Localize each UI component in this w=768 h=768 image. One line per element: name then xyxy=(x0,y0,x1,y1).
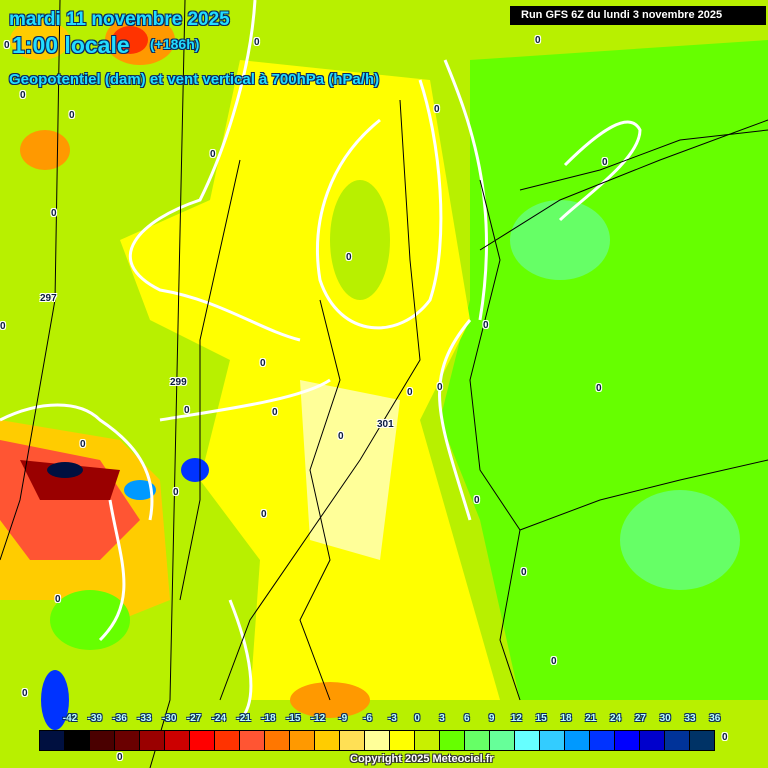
legend-tick: 21 xyxy=(585,713,597,724)
legend-swatch xyxy=(464,730,490,751)
legend-tick: 0 xyxy=(414,713,420,724)
legend-swatch xyxy=(39,730,65,751)
legend-swatch xyxy=(264,730,290,751)
legend-tick: -18 xyxy=(261,713,276,724)
contour-label: 0 xyxy=(51,208,57,219)
legend-tick: 24 xyxy=(610,713,622,724)
contour-label: 0 xyxy=(474,495,480,506)
legend-swatch xyxy=(339,730,365,751)
contour-label: 0 xyxy=(22,688,28,699)
contour-label: 0 xyxy=(596,383,602,394)
legend-swatch xyxy=(439,730,465,751)
legend-tick: -21 xyxy=(236,713,251,724)
legend-swatch xyxy=(89,730,115,751)
legend-tick: -24 xyxy=(211,713,227,724)
contour-label: 0 xyxy=(184,405,190,416)
legend-tick: -33 xyxy=(137,713,152,724)
legend-swatch xyxy=(614,730,640,751)
legend-swatch xyxy=(289,730,315,751)
contour-label: 299 xyxy=(170,377,187,388)
contour-label: 0 xyxy=(173,487,179,498)
legend-swatch xyxy=(139,730,165,751)
legend-tick: -3 xyxy=(387,713,397,724)
lead-time: (+186h) xyxy=(150,36,200,52)
contour-label: 0 xyxy=(338,431,344,442)
legend-swatch xyxy=(164,730,190,751)
legend-tick: 9 xyxy=(488,713,495,724)
legend-tick: -39 xyxy=(87,713,103,724)
contour-label: 0 xyxy=(551,656,557,667)
run-info-banner: Run GFS 6Z du lundi 3 novembre 2025 xyxy=(510,6,766,25)
legend-tick: 36 xyxy=(709,713,721,724)
copyright: Copyright 2025 Meteociel.fr xyxy=(350,753,494,765)
legend-swatch xyxy=(389,730,415,751)
legend-tick: 3 xyxy=(439,713,445,724)
legend-swatch xyxy=(539,730,565,751)
legend-tick: 15 xyxy=(535,713,547,724)
legend-tick: 6 xyxy=(464,713,470,724)
legend-swatch xyxy=(214,730,240,751)
legend-swatch xyxy=(314,730,340,751)
legend-swatch xyxy=(189,730,215,751)
legend-end-label: 0 xyxy=(722,732,728,743)
forecast-time: 1:00 locale xyxy=(12,32,130,58)
contour-label: 0 xyxy=(434,104,440,115)
legend-swatch xyxy=(564,730,590,751)
forecast-date: mardi 11 novembre 2025 xyxy=(9,9,230,30)
legend-swatch xyxy=(239,730,265,751)
contour-label: 0 xyxy=(602,157,608,168)
contour-label: 0 xyxy=(261,509,267,520)
contour-label: 0 xyxy=(117,752,123,763)
legend-tick: 18 xyxy=(560,713,572,724)
legend-tick-labels: -42 -39 -36 -33 -30 -27 -24 -21 -18 -15 -12 -9 -6 -3 0… xyxy=(0,713,768,727)
legend-swatch xyxy=(489,730,515,751)
legend-tick: 33 xyxy=(684,713,696,724)
legend-swatch xyxy=(639,730,665,751)
contour-label: 301 xyxy=(377,419,394,430)
legend-tick: -9 xyxy=(338,713,348,724)
contour-label: 0 xyxy=(55,594,61,605)
legend-swatch xyxy=(364,730,390,751)
legend-swatch xyxy=(414,730,440,751)
legend-swatch xyxy=(514,730,540,751)
legend-tick: 30 xyxy=(659,713,671,724)
contour-label: 0 xyxy=(483,320,489,331)
legend-tick: -6 xyxy=(363,713,373,724)
contour-label: 0 xyxy=(260,358,266,369)
contour-label: 297 xyxy=(40,293,57,304)
color-legend xyxy=(39,730,715,751)
legend-tick: -15 xyxy=(285,713,301,724)
contour-label: 0 xyxy=(4,40,10,51)
legend-swatch xyxy=(664,730,690,751)
legend-tick: 12 xyxy=(510,713,522,724)
legend-tick: -42 xyxy=(62,713,78,724)
contour-label: 0 xyxy=(407,387,413,398)
contour-label: 0 xyxy=(521,567,527,578)
legend-swatch xyxy=(689,730,715,751)
contour-label: 0 xyxy=(272,407,278,418)
contour-label: 0 xyxy=(69,110,75,121)
legend-tick: 27 xyxy=(634,713,646,724)
legend-swatch xyxy=(64,730,90,751)
contour-label: 0 xyxy=(535,35,541,46)
contour-label: 0 xyxy=(437,382,443,393)
contour-label: 0 xyxy=(20,90,26,101)
contour-label: 0 xyxy=(346,252,352,263)
contour-label: 0 xyxy=(0,321,6,332)
legend-tick: -12 xyxy=(310,713,326,724)
legend-tick: -27 xyxy=(186,713,202,724)
legend-tick: -30 xyxy=(161,713,177,724)
contour-label: 0 xyxy=(80,439,86,450)
legend-swatch xyxy=(589,730,615,751)
parameter-title: Geopotentiel (dam) et vent vertical à 70… xyxy=(9,71,380,88)
contour-label: 0 xyxy=(254,37,260,48)
contour-label: 0 xyxy=(210,149,216,160)
legend-tick: -36 xyxy=(112,713,127,724)
legend-swatch xyxy=(114,730,140,751)
